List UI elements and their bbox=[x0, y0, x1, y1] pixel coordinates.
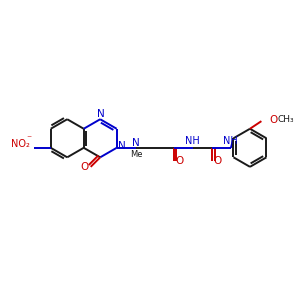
Text: NH: NH bbox=[185, 136, 200, 146]
Text: O: O bbox=[270, 115, 278, 125]
Text: NO₂: NO₂ bbox=[11, 139, 30, 149]
Text: Me: Me bbox=[130, 150, 142, 159]
Text: O: O bbox=[213, 156, 221, 166]
Text: NH: NH bbox=[223, 136, 238, 146]
Text: O: O bbox=[80, 162, 88, 172]
Text: CH₃: CH₃ bbox=[278, 115, 294, 124]
Text: N: N bbox=[118, 141, 126, 151]
Text: N: N bbox=[98, 109, 105, 119]
Text: ⁻: ⁻ bbox=[27, 135, 32, 145]
Text: N: N bbox=[132, 137, 140, 148]
Text: O: O bbox=[175, 156, 183, 166]
